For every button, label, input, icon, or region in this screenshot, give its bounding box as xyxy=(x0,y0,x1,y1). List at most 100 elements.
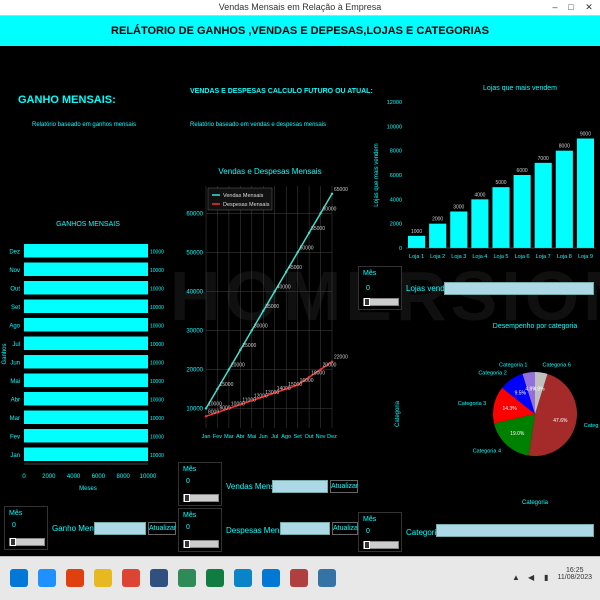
lojas-vendas-field[interactable] xyxy=(444,282,594,295)
despesas-mensais-field[interactable] xyxy=(280,522,330,535)
excel-icon[interactable] xyxy=(206,569,224,587)
bar xyxy=(24,410,148,424)
ganho-mensal-field[interactable] xyxy=(94,522,146,535)
category-label: Ago xyxy=(9,323,20,329)
data-label: 14.3% xyxy=(503,406,518,412)
file-explorer-icon[interactable] xyxy=(94,569,112,587)
data-label: 7000 xyxy=(538,156,549,162)
category-label: Loja 7 xyxy=(536,254,551,260)
data-label: 8000 xyxy=(208,409,219,415)
category-label: Loja 9 xyxy=(578,254,593,260)
bar xyxy=(24,262,148,276)
data-label: 6000 xyxy=(517,168,528,174)
slider-knob[interactable] xyxy=(364,541,370,549)
pie-slice xyxy=(493,387,535,424)
data-label: 10000 xyxy=(150,360,164,366)
settings-icon[interactable] xyxy=(150,569,168,587)
data-label: 50000 xyxy=(300,245,314,251)
close-icon[interactable]: ✕ xyxy=(585,2,593,12)
slider-knob[interactable] xyxy=(184,494,190,502)
data-label: 10000 xyxy=(150,286,164,292)
wifi-icon[interactable]: ▲ xyxy=(512,573,520,582)
bar xyxy=(408,235,426,248)
maximize-icon[interactable]: □ xyxy=(568,2,574,12)
data-label: 10000 xyxy=(150,416,164,422)
slider-knob[interactable] xyxy=(10,538,16,546)
ganho-mes-slider[interactable] xyxy=(9,538,45,546)
chrome-icon[interactable] xyxy=(122,569,140,587)
slider-knob[interactable] xyxy=(364,298,370,306)
legend-entry: Despesas Mensais xyxy=(223,202,270,208)
bar xyxy=(555,150,573,248)
vendas-mes-label: Mês xyxy=(183,466,197,473)
slice-label: Categoria 2 xyxy=(478,371,506,377)
window-title: Vendas Mensais em Relação à Empresa xyxy=(218,2,382,12)
bar xyxy=(24,244,148,258)
lojas-mes-slider[interactable] xyxy=(363,298,399,306)
data-point xyxy=(296,383,299,387)
windows-start-icon[interactable] xyxy=(10,569,28,587)
data-label: 18000 xyxy=(311,370,325,376)
despesas-mes-slider[interactable] xyxy=(183,540,219,548)
tick-label: 0 xyxy=(22,474,26,480)
tick-label: Jan xyxy=(202,434,211,440)
slice-label: Categoria 6 xyxy=(543,363,571,369)
tick-label: Mai xyxy=(247,434,256,440)
vendas-mes-slider[interactable] xyxy=(183,494,219,502)
internet-explorer-icon[interactable] xyxy=(38,569,56,587)
categoria-field[interactable] xyxy=(436,524,594,537)
bar xyxy=(24,447,148,461)
bar xyxy=(24,429,148,443)
vendas-mes-value: 0 xyxy=(186,478,190,485)
data-label: 35000 xyxy=(265,304,279,310)
bar xyxy=(24,392,148,406)
data-label: 10000 xyxy=(150,379,164,385)
data-point xyxy=(250,399,254,402)
snipping-icon[interactable] xyxy=(290,569,308,587)
python-icon[interactable] xyxy=(318,569,336,587)
bar xyxy=(429,223,447,248)
despesas-atualizar-button[interactable]: Atualizar xyxy=(332,522,360,535)
network-icon[interactable]: ▮ xyxy=(544,573,549,582)
ganho-subtitle: Relatório baseado em ganhos mensais xyxy=(32,122,137,128)
y-axis-label: Ganhos xyxy=(2,343,8,364)
tick-label: 2000 xyxy=(42,474,56,480)
category-label: Out xyxy=(10,286,20,292)
data-label: 10000 xyxy=(150,453,164,459)
ganhos-chart: GANHOS MENSAIS Ganhos Dez 10000 Nov 10000 Out 1… xyxy=(2,221,164,492)
pie-slice xyxy=(502,373,535,414)
tick-label: 30000 xyxy=(186,328,203,334)
data-point xyxy=(227,407,231,410)
vendas-mensais-field[interactable] xyxy=(272,480,328,493)
data-point xyxy=(319,212,322,215)
ganho-atualizar-button[interactable]: Atualizar xyxy=(148,522,176,535)
volume-icon[interactable]: ◀ xyxy=(528,573,535,582)
slider-knob[interactable] xyxy=(184,540,190,548)
data-point xyxy=(296,251,299,254)
despesas-mensais-label: Despesas Mensais: xyxy=(226,526,296,535)
tick-label: Nov xyxy=(316,434,326,440)
y-axis-label: Categoria xyxy=(395,400,401,427)
data-label: 40000 xyxy=(277,284,291,290)
store-icon[interactable] xyxy=(178,569,196,587)
data-point xyxy=(307,231,311,235)
categoria-label: Categoria: xyxy=(406,528,443,537)
vscode-icon[interactable] xyxy=(262,569,280,587)
data-point xyxy=(216,411,219,414)
ganho-mensal-label: Ganho Mensal: xyxy=(52,524,107,533)
tick-label: 12000 xyxy=(387,100,402,106)
data-point xyxy=(239,403,242,406)
bar xyxy=(450,211,468,248)
data-label: 12000 xyxy=(254,394,268,400)
edge-icon[interactable] xyxy=(234,569,252,587)
minimize-icon[interactable]: – xyxy=(552,2,558,12)
vendas-atualizar-button[interactable]: Atualizar xyxy=(330,480,358,493)
categoria-mes-slider[interactable] xyxy=(363,541,399,549)
system-clock[interactable]: 16:25 11/08/2023 xyxy=(557,567,592,581)
tick-label: 60000 xyxy=(186,211,203,217)
data-label: 9000 xyxy=(219,405,230,411)
x-axis-label: Categoria xyxy=(522,500,549,506)
office-icon[interactable] xyxy=(66,569,84,587)
category-label: Mar xyxy=(10,416,20,422)
data-label: 8000 xyxy=(559,144,570,150)
